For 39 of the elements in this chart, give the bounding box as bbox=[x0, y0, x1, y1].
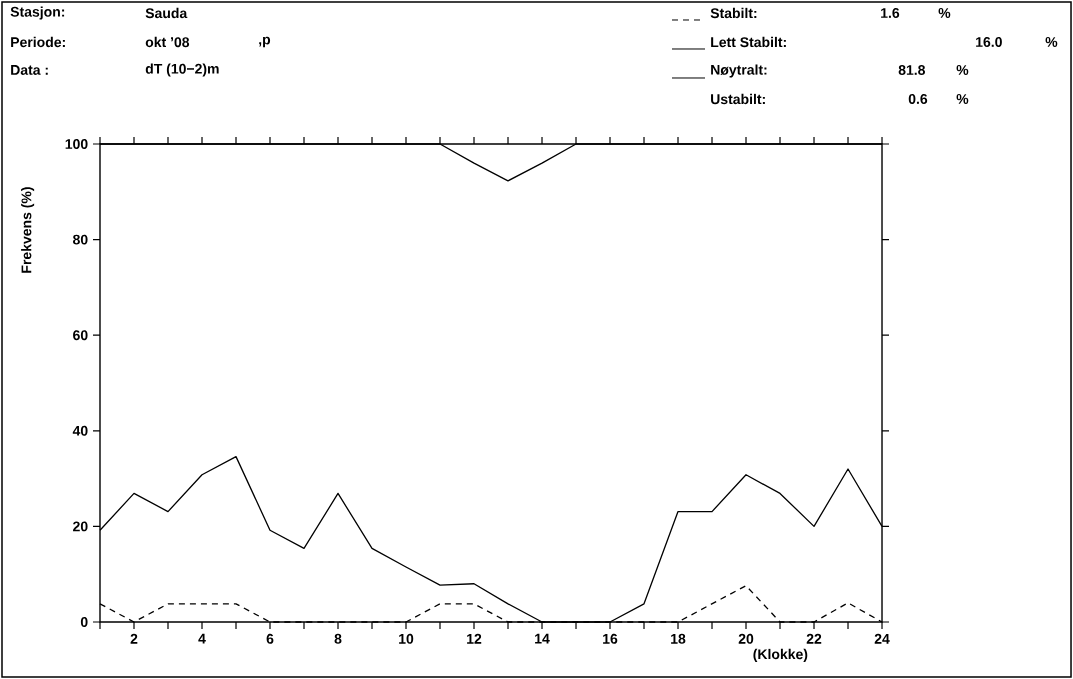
x-tick-label: 18 bbox=[671, 633, 686, 644]
text: dT (10−2)m bbox=[145, 63, 219, 77]
x-tick-label: 22 bbox=[806, 633, 822, 644]
x-tick-label: 4 bbox=[198, 633, 206, 644]
text: Sauda bbox=[145, 7, 188, 19]
text: Data : bbox=[11, 65, 48, 75]
text: % bbox=[1045, 37, 1058, 47]
x-tick-label: 20 bbox=[738, 633, 754, 644]
x-tick-label: 8 bbox=[334, 633, 342, 644]
y-tick-label: 80 bbox=[73, 234, 88, 245]
x-tick-label: 2 bbox=[130, 633, 138, 644]
text: % bbox=[956, 94, 969, 104]
text: 81.8 bbox=[898, 65, 926, 75]
legend-label: Nøytralt: bbox=[711, 64, 767, 78]
text: 0.6 bbox=[908, 94, 928, 104]
x-tick-label: 6 bbox=[266, 633, 274, 644]
text: ,p bbox=[259, 36, 271, 48]
text: % bbox=[938, 8, 951, 18]
legend-label: Lett Stabilt: bbox=[711, 36, 786, 48]
y-tick-label: 40 bbox=[72, 425, 88, 436]
y-tick-label: 20 bbox=[73, 521, 88, 532]
text: % bbox=[956, 65, 969, 75]
text: okt ’08 bbox=[145, 36, 190, 48]
x-tick-label: 14 bbox=[535, 633, 550, 644]
y-axis-title: Frekvens (%) bbox=[21, 187, 35, 273]
x-tick-label: 16 bbox=[603, 633, 618, 644]
legend-label: Stabilt: bbox=[710, 7, 757, 19]
x-tick-label: 10 bbox=[399, 633, 414, 644]
text: Stasjon: bbox=[10, 6, 65, 20]
text: 1.6 bbox=[881, 8, 900, 18]
x-axis-title: (Klokke) bbox=[753, 648, 808, 662]
y-tick-label: 0 bbox=[80, 617, 88, 627]
y-tick-label: 100 bbox=[65, 139, 88, 149]
text: Periode: bbox=[11, 36, 65, 48]
y-tick-label: 60 bbox=[73, 330, 88, 341]
text: 16.0 bbox=[976, 37, 1002, 47]
x-tick-label: 24 bbox=[874, 633, 890, 644]
text: Ustabilt: bbox=[711, 93, 765, 105]
x-tick-label: 12 bbox=[467, 633, 482, 644]
